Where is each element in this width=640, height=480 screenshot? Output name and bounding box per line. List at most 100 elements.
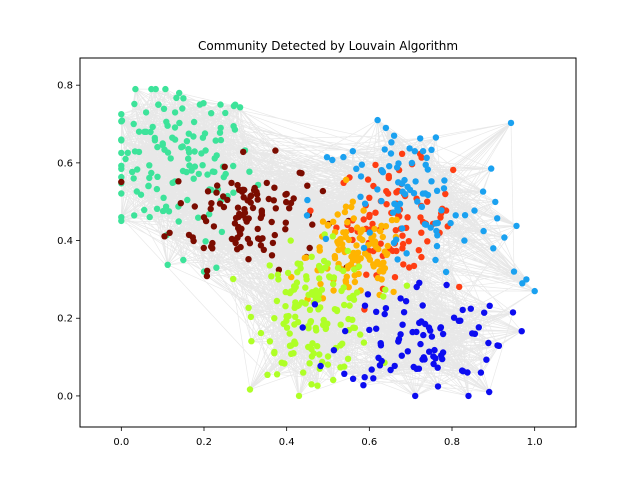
- network-node-community-5: [257, 329, 265, 337]
- network-node-community-7: [485, 339, 492, 347]
- network-node-community-6: [513, 222, 520, 230]
- network-node-community-5: [330, 376, 337, 384]
- network-node-community-1: [199, 162, 206, 169]
- network-node-community-6: [361, 200, 369, 207]
- y-axis: 0.0 0.2 0.4 0.6 0.8: [57, 81, 80, 402]
- network-node-community-2: [228, 235, 236, 243]
- network-node-community-6: [323, 154, 331, 161]
- network-node-community-1: [148, 85, 155, 93]
- network-node-community-2: [236, 186, 243, 193]
- network-node-community-7: [299, 324, 306, 331]
- network-node-community-1: [162, 85, 169, 93]
- network-node-community-1: [118, 190, 125, 197]
- network-node-community-3: [363, 271, 370, 278]
- network-node-community-1: [218, 228, 226, 236]
- network-node-community-4: [349, 257, 357, 264]
- network-node-community-2: [241, 209, 249, 217]
- network-node-community-2: [250, 186, 258, 194]
- network-node-community-1: [176, 89, 183, 97]
- network-node-community-7: [382, 305, 390, 312]
- network-node-community-7: [361, 302, 369, 309]
- x-tick-label: 0.4: [279, 437, 295, 448]
- network-node-community-3: [399, 240, 407, 248]
- network-node-community-5: [326, 274, 333, 281]
- network-node-community-7: [437, 324, 445, 331]
- network-node-community-1: [213, 264, 220, 271]
- network-node-community-6: [419, 148, 427, 155]
- network-node-community-5: [288, 342, 295, 349]
- network-node-community-5: [315, 296, 322, 303]
- network-node-community-6: [387, 150, 395, 157]
- network-node-community-2: [190, 237, 197, 245]
- network-node-community-6: [360, 244, 368, 252]
- network-node-community-1: [151, 137, 159, 144]
- network-node-community-6: [488, 165, 495, 172]
- network-node-community-1: [175, 218, 182, 225]
- network-node-community-1: [118, 118, 125, 125]
- network-node-community-7: [432, 355, 439, 362]
- network-node-community-1: [118, 173, 125, 181]
- network-node-community-6: [391, 200, 398, 207]
- network-node-community-6: [419, 190, 427, 197]
- x-tick-label: 0.6: [361, 437, 377, 448]
- network-node-community-6: [490, 245, 497, 252]
- network-node-community-7: [397, 331, 404, 338]
- network-node-community-1: [130, 120, 137, 128]
- network-node-community-1: [155, 101, 162, 108]
- network-node-community-5: [317, 264, 324, 271]
- network-node-community-1: [171, 109, 179, 116]
- network-node-community-4: [330, 287, 337, 294]
- network-node-community-7: [459, 368, 467, 375]
- network-node-community-1: [142, 109, 150, 116]
- network-node-community-6: [417, 135, 424, 142]
- network-node-community-5: [309, 340, 316, 347]
- network-node-community-6: [433, 242, 441, 250]
- network-node-community-6: [374, 186, 381, 193]
- network-node-community-2: [304, 182, 311, 189]
- network-node-community-1: [154, 173, 161, 180]
- network-node-community-4: [349, 198, 356, 205]
- network-node-community-5: [278, 359, 285, 366]
- network-node-community-2: [275, 266, 283, 273]
- network-node-community-1: [180, 95, 187, 102]
- network-node-community-3: [405, 238, 412, 245]
- network-node-community-4: [342, 233, 350, 241]
- network-node-community-6: [432, 256, 439, 264]
- network-node-community-4: [380, 268, 387, 275]
- network-node-community-5: [344, 247, 351, 255]
- network-node-community-5: [308, 381, 315, 388]
- network-node-community-7: [431, 346, 438, 354]
- network-node-community-6: [393, 236, 400, 243]
- network-node-community-4: [344, 219, 351, 226]
- network-node-community-3: [404, 214, 411, 221]
- network-node-community-6: [399, 225, 406, 232]
- network-node-community-2: [203, 272, 211, 280]
- network-node-community-6: [501, 234, 508, 241]
- network-node-community-6: [452, 212, 459, 219]
- network-node-community-6: [494, 215, 501, 222]
- network-node-community-5: [339, 340, 346, 347]
- network-node-community-1: [201, 130, 209, 137]
- network-node-community-6: [531, 287, 538, 295]
- network-node-community-6: [382, 124, 390, 132]
- network-node-community-7: [495, 342, 503, 349]
- network-node-community-7: [434, 364, 441, 371]
- network-node-community-5: [351, 324, 359, 332]
- network-node-community-6: [428, 178, 435, 185]
- network-node-community-6: [412, 178, 419, 185]
- network-node-community-1: [185, 130, 192, 137]
- network-node-community-4: [374, 274, 382, 282]
- network-node-community-6: [322, 235, 330, 243]
- network-node-community-5: [338, 287, 345, 295]
- network-node-community-4: [341, 208, 349, 216]
- network-node-community-1: [190, 175, 197, 182]
- network-node-community-7: [360, 382, 367, 389]
- network-node-community-6: [408, 159, 416, 167]
- x-axis: 0.0 0.2 0.4 0.6 0.8 1.0: [113, 427, 543, 448]
- network-node-community-1: [217, 124, 224, 132]
- network-node-community-4: [324, 222, 332, 229]
- network-node-community-2: [254, 235, 262, 242]
- network-node-community-1: [122, 155, 129, 163]
- x-tick-label: 0.8: [444, 437, 460, 448]
